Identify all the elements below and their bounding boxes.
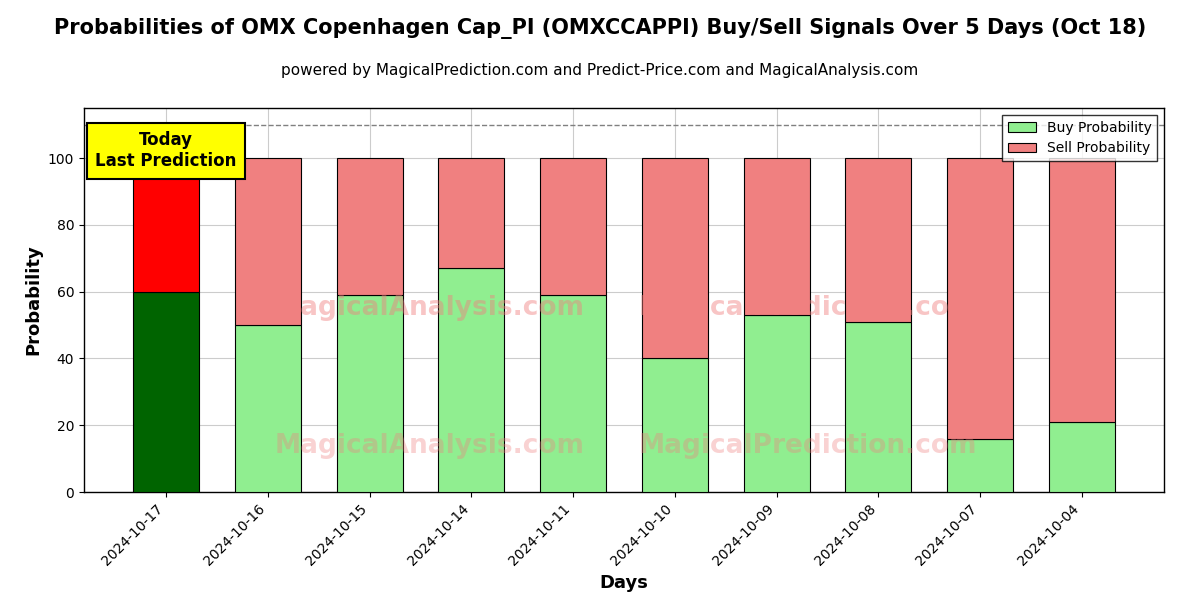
Bar [947, 158, 1013, 439]
Bar [235, 158, 301, 325]
Text: MagicalAnalysis.com: MagicalAnalysis.com [275, 433, 584, 459]
Bar [540, 295, 606, 492]
X-axis label: Days: Days [600, 574, 648, 592]
Text: Today
Last Prediction: Today Last Prediction [96, 131, 236, 170]
Bar [1049, 158, 1115, 422]
Bar [336, 158, 403, 295]
Text: powered by MagicalPrediction.com and Predict-Price.com and MagicalAnalysis.com: powered by MagicalPrediction.com and Pre… [281, 63, 919, 78]
Y-axis label: Probability: Probability [24, 245, 42, 355]
Text: Probabilities of OMX Copenhagen Cap_PI (OMXCCAPPI) Buy/Sell Signals Over 5 Days : Probabilities of OMX Copenhagen Cap_PI (… [54, 18, 1146, 39]
Bar [947, 439, 1013, 492]
Bar [642, 158, 708, 358]
Text: MagicalPrediction.com: MagicalPrediction.com [638, 295, 977, 320]
Bar [438, 158, 504, 268]
Bar [744, 158, 810, 315]
Bar [845, 158, 912, 322]
Bar [133, 292, 199, 492]
Bar [336, 295, 403, 492]
Bar [1049, 422, 1115, 492]
Bar [845, 322, 912, 492]
Bar [744, 315, 810, 492]
Bar [235, 325, 301, 492]
Legend: Buy Probability, Sell Probability: Buy Probability, Sell Probability [1002, 115, 1157, 161]
Bar [642, 358, 708, 492]
Bar [133, 158, 199, 292]
Text: MagicalPrediction.com: MagicalPrediction.com [638, 433, 977, 459]
Text: MagicalAnalysis.com: MagicalAnalysis.com [275, 295, 584, 320]
Bar [438, 268, 504, 492]
Bar [540, 158, 606, 295]
